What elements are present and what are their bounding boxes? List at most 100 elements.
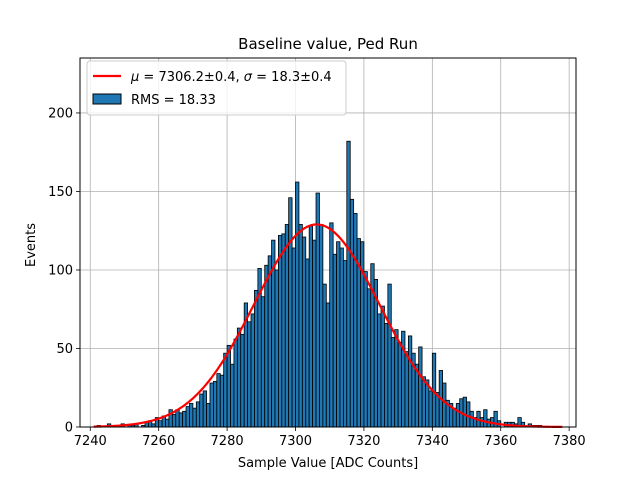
histogram-bar [305,258,310,428]
histogram-bar [342,260,348,428]
legend-fit-label: μ = 7306.2±0.4, σ = 18.3±0.4 [130,70,332,85]
histogram-bar [288,197,293,428]
histogram-bar [213,381,218,428]
histogram-bar [226,344,231,428]
histogram-bar [421,376,426,428]
histogram-bar [483,409,488,428]
histogram-bar [462,396,467,428]
histogram-bar [185,406,190,428]
tick-marks: 7240 7260 7280 7300 7320 7340 7360 7380 0 50 100 15… [48,106,586,449]
histogram-bar [178,412,184,428]
histogram-bar [325,302,331,428]
histogram-bar [236,327,242,428]
histogram-bar [332,253,337,428]
x-tick-label: 7360 [484,434,517,449]
histogram-bar [315,192,320,428]
histogram-bar [175,409,180,428]
histogram-bar [223,352,228,428]
x-tick-label: 7280 [211,434,244,449]
histogram-bar [397,341,402,428]
histogram-bar [295,181,300,428]
histogram-bar [301,236,307,428]
plot-frame [79,57,577,428]
histogram-bar [254,289,259,428]
histogram-bar [380,305,385,428]
x-tick-label: 7320 [347,434,380,449]
axes [79,57,577,428]
histogram-bar [291,247,296,428]
histogram-bar [390,337,396,428]
histogram-bar [202,390,207,428]
histogram-bar [319,224,324,428]
y-tick-label: 100 [48,263,73,278]
y-tick-label: 50 [56,342,73,357]
histogram-bar [404,351,409,428]
histogram-bar [336,241,341,428]
histogram-bar [195,401,201,428]
histogram-bar [469,410,474,428]
histogram-bar [233,338,238,428]
histogram-bar [363,271,368,428]
histogram-bar [209,382,214,428]
x-tick-label: 7380 [553,434,586,449]
histogram-bar [455,403,461,428]
histogram-bar [240,333,245,428]
histogram-bar [298,224,303,428]
histogram-bar [281,233,286,428]
histogram-bar [230,363,235,428]
histogram-bar [284,224,290,428]
legend: μ = 7306.2±0.4, σ = 18.3±0.4 RMS = 18.33 [86,60,347,116]
histogram-bar [165,418,170,428]
histogram-bar [466,401,471,428]
histogram-bar [479,417,485,428]
histogram-bar [407,335,413,428]
histogram-bar [206,403,211,428]
histogram-bar [353,213,358,428]
histogram-bar [387,283,392,428]
fit-curve-layer [93,223,563,429]
histogram-bar [192,407,197,428]
histogram-bar [182,410,187,428]
histogram-bar [312,239,317,428]
histogram-bar [216,373,221,428]
histogram-bar [384,322,389,428]
histogram-bar [277,235,283,428]
x-tick-label: 7240 [74,434,107,449]
y-tick-label: 200 [48,106,73,121]
x-tick-label: 7300 [279,434,312,449]
histogram-bar [329,222,334,428]
histogram-bar [267,255,272,428]
histogram-bar [377,313,382,428]
histogram-bar [219,374,225,428]
histogram-bar [346,140,351,428]
y-axis-label: Events [24,223,39,267]
histogram-bar [199,393,204,428]
fit-curve [93,223,563,429]
histogram-bar [366,288,372,428]
x-tick-label: 7340 [416,434,449,449]
x-axis-label: Sample Value [ADC Counts] [238,456,418,471]
y-tick-label: 0 [65,421,73,436]
histogram-bar [158,420,163,428]
histogram-bar [442,382,447,428]
legend-box [86,60,347,116]
chart-title: Baseline value, Ped Run [238,35,418,53]
histogram-bar [428,390,433,428]
legend-histogram-label: RMS = 18.33 [131,93,216,108]
histogram-bar [394,329,399,428]
histogram-bar [339,247,344,428]
y-tick-label: 150 [48,185,73,200]
histogram-bar [264,264,269,428]
histogram-bar [349,198,355,428]
histogram-bar [418,346,423,428]
histogram-bar [171,414,177,428]
histogram-bar [308,225,314,428]
x-tick-label: 7260 [142,434,175,449]
legend-histogram-swatch [92,93,122,105]
histogram-bar [247,321,252,428]
histogram-bar [189,403,194,428]
histogram-bar [250,313,255,428]
histogram-bar [274,269,279,428]
histogram-bar [260,296,266,428]
